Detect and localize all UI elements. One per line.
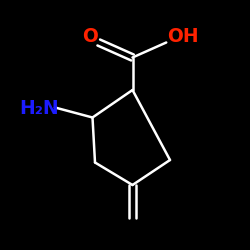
Text: OH: OH	[167, 27, 198, 46]
Text: O: O	[82, 27, 98, 46]
Text: H₂N: H₂N	[19, 99, 59, 118]
